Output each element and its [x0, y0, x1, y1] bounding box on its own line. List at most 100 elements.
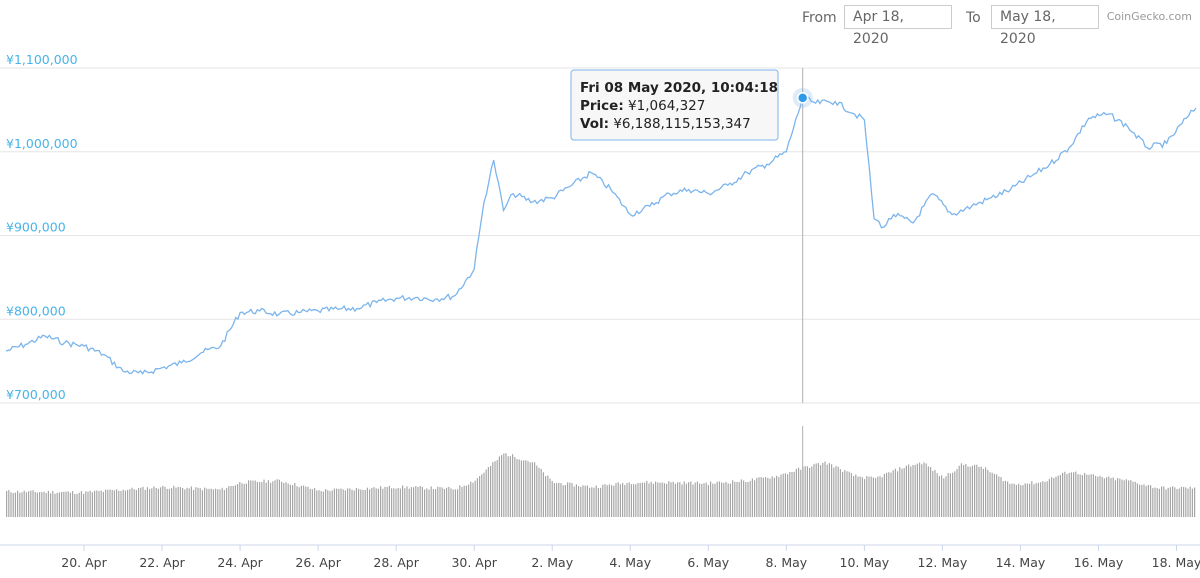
x-tick-label: 6. May — [687, 555, 729, 570]
volume-bar — [1018, 483, 1020, 517]
volume-bar — [1121, 479, 1123, 517]
volume-bar — [859, 476, 861, 517]
volume-bar — [672, 481, 674, 517]
from-date-input[interactable]: Apr 18, 2020 — [844, 5, 952, 47]
volume-bar — [39, 492, 41, 517]
volume-bar — [892, 470, 894, 517]
volume-bar — [608, 484, 610, 517]
volume-bar — [721, 482, 723, 517]
volume-bar — [725, 482, 727, 517]
volume-bar — [659, 482, 661, 517]
volume-bar — [300, 485, 302, 517]
volume-bar — [501, 455, 503, 517]
volume-bar — [173, 485, 175, 517]
volume-bar — [512, 454, 514, 517]
volume-bar — [692, 484, 694, 517]
volume-bar — [428, 489, 430, 517]
volume-bar — [826, 464, 828, 517]
volume-bar — [567, 482, 569, 517]
volume-bar — [1046, 481, 1048, 517]
volume-bar — [30, 490, 32, 517]
y-tick-label: ¥1,000,000 — [6, 136, 78, 151]
volume-bar — [142, 486, 144, 517]
volume-bar — [791, 472, 793, 517]
volume-bar — [978, 466, 980, 517]
to-date-input[interactable]: May 18, 2020 — [991, 5, 1099, 47]
volume-bar — [703, 483, 705, 517]
volume-bar — [613, 485, 615, 517]
volume-bar — [606, 485, 608, 517]
volume-bar — [118, 490, 120, 517]
volume-bar — [446, 487, 448, 517]
volume-bar — [912, 464, 914, 517]
volume-bar — [1139, 484, 1141, 517]
volume-bar — [270, 482, 272, 517]
volume-bar — [1191, 488, 1193, 517]
volume-bar — [712, 483, 714, 517]
volume-bar — [553, 483, 555, 517]
volume-bar — [144, 489, 146, 517]
volume-bar — [1189, 486, 1191, 517]
volume-bar — [745, 482, 747, 517]
volume-bar — [628, 482, 630, 517]
volume-bar — [815, 463, 817, 517]
x-axis: 20. Apr 22. Apr 24. Apr 26. Apr 28. Apr 30. A… — [0, 544, 1200, 570]
volume-bar — [1150, 485, 1152, 517]
volume-bar — [747, 482, 749, 517]
volume-bar — [340, 488, 342, 517]
volume-bar — [294, 483, 296, 517]
tooltip: Fri 08 May 2020, 10:04:18 Price: ¥1,064,… — [570, 69, 779, 141]
volume-bar — [287, 483, 289, 517]
volume-bar — [452, 489, 454, 517]
volume-bar — [696, 481, 698, 517]
volume-bar — [578, 486, 580, 517]
credit-link[interactable]: CoinGecko.com — [1106, 10, 1192, 23]
volume-bar — [551, 480, 553, 517]
volume-bar — [430, 486, 432, 517]
volume-bar — [881, 477, 883, 517]
volume-bar — [1029, 483, 1031, 517]
volume-bar — [813, 464, 815, 517]
volume-bar — [1048, 479, 1050, 517]
volume-bar — [138, 488, 140, 517]
volume-bar — [633, 484, 635, 517]
volume-bar — [190, 486, 192, 517]
volume-bar — [162, 485, 164, 517]
volume-bar — [490, 466, 492, 517]
volume-bar — [982, 468, 984, 517]
volume-bar — [958, 465, 960, 517]
volume-bar — [597, 488, 599, 517]
volume-bar — [868, 476, 870, 517]
volume-bar — [146, 487, 148, 517]
volume-bar — [930, 467, 932, 517]
volume-bar — [1077, 474, 1079, 517]
volume-bar — [622, 483, 624, 517]
volume-bar — [1103, 478, 1105, 517]
volume-bar — [626, 483, 628, 517]
volume-bar — [443, 489, 445, 517]
volume-bar — [941, 475, 943, 517]
volume-bar — [120, 491, 122, 517]
volume-bar — [677, 482, 679, 517]
volume-bar — [872, 477, 874, 517]
volume-bar — [1031, 481, 1033, 517]
volume-bar — [171, 488, 173, 517]
x-tick-label: 12. May — [918, 555, 968, 570]
volume-bar — [637, 483, 639, 517]
volume-bar — [1055, 476, 1057, 517]
volume-bar — [234, 485, 236, 517]
volume-bar — [1066, 474, 1068, 517]
volume-bar — [1163, 486, 1165, 517]
volume-bar — [327, 490, 329, 517]
volume-bar — [377, 488, 379, 517]
volume-bar — [402, 485, 404, 517]
volume-bar — [160, 487, 162, 517]
volume-bar — [886, 472, 888, 517]
volume-bar — [1178, 488, 1180, 517]
volume-bar — [215, 488, 217, 517]
volume-bar — [439, 487, 441, 517]
volume-bar — [1169, 487, 1171, 517]
volume-bar — [78, 492, 80, 517]
volume-bar — [384, 486, 386, 517]
